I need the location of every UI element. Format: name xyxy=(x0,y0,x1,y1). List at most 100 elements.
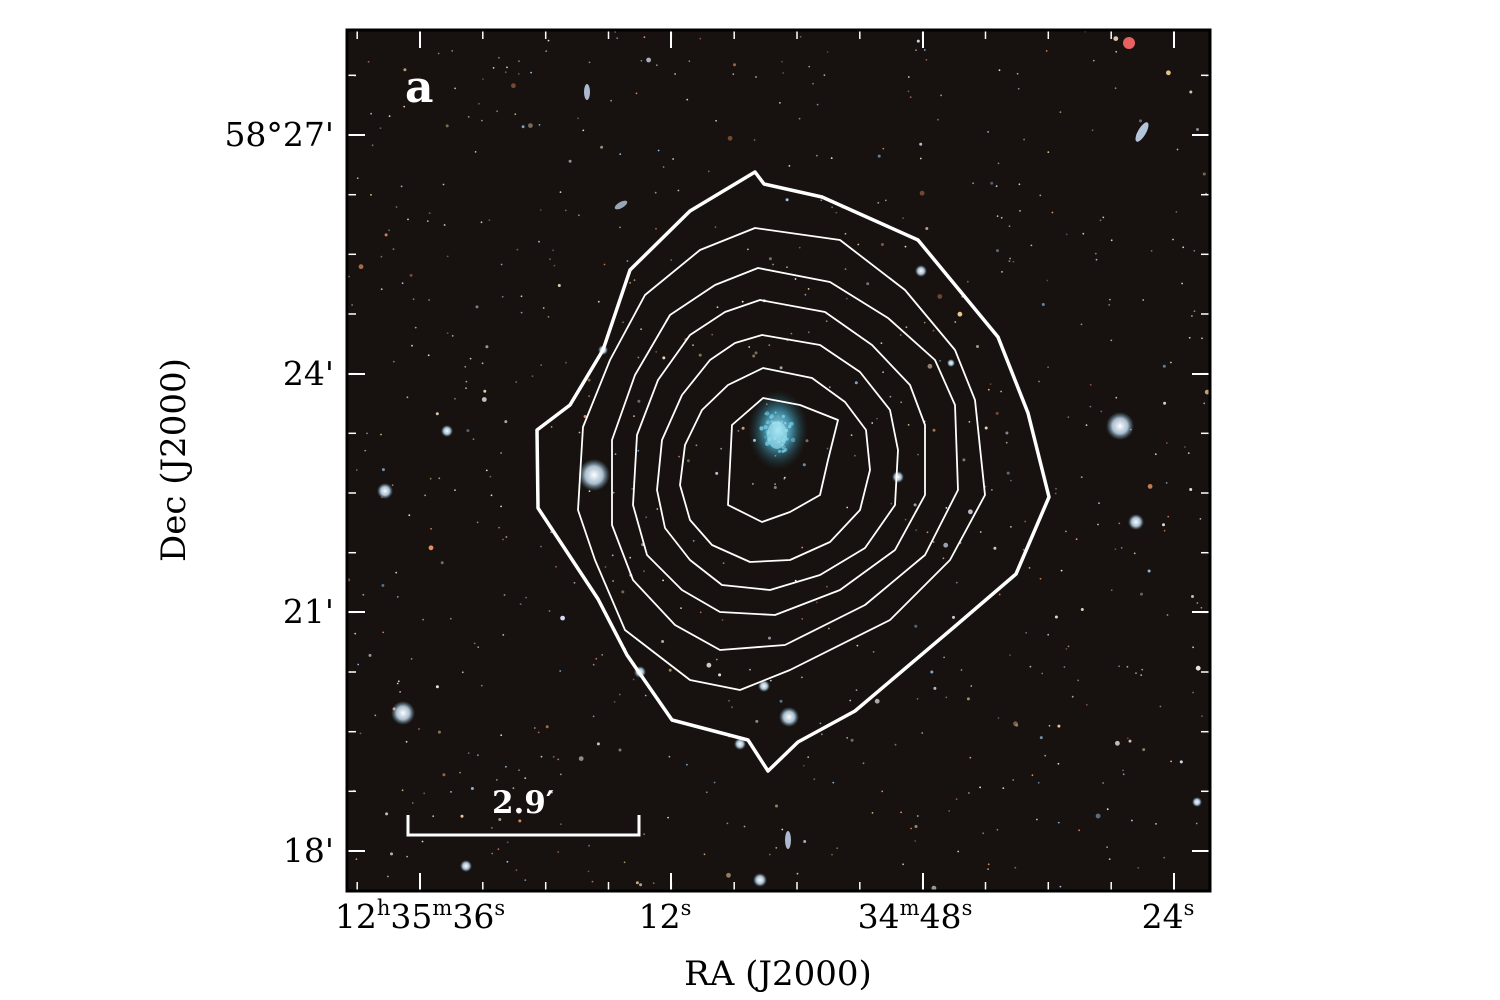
faint-star xyxy=(412,298,415,301)
faint-star xyxy=(1089,383,1092,386)
faint-star xyxy=(500,263,503,266)
y-tick-label: 24' xyxy=(283,354,334,393)
faint-star xyxy=(482,78,484,80)
faint-star xyxy=(954,321,957,323)
faint-star xyxy=(454,397,456,400)
faint-star xyxy=(396,596,399,598)
faint-star xyxy=(768,257,772,261)
faint-star xyxy=(619,226,621,229)
faint-star xyxy=(1009,654,1011,656)
faint-star xyxy=(1147,484,1153,489)
faint-star xyxy=(559,773,562,776)
faint-star xyxy=(1037,781,1040,784)
faint-star xyxy=(726,872,731,878)
faint-star xyxy=(1082,232,1085,235)
faint-star xyxy=(525,596,527,599)
faint-star xyxy=(595,657,598,660)
faint-star xyxy=(1141,668,1144,671)
faint-star xyxy=(451,50,454,52)
faint-star xyxy=(1010,526,1012,528)
faint-star xyxy=(1047,151,1050,154)
faint-star xyxy=(945,696,948,699)
faint-star xyxy=(491,827,493,829)
faint-star xyxy=(1187,452,1190,454)
faint-star xyxy=(686,459,690,463)
faint-star xyxy=(491,852,494,855)
faint-star xyxy=(1017,87,1020,90)
faint-star xyxy=(472,438,475,441)
faint-star xyxy=(557,284,561,287)
faint-star xyxy=(592,715,595,718)
sky-image: 2.9′ a xyxy=(347,30,1210,891)
x-tick-label: 34m48s xyxy=(858,896,973,936)
faint-star xyxy=(538,240,540,243)
faint-star xyxy=(451,335,454,337)
bright-star xyxy=(1128,514,1144,530)
faint-star xyxy=(831,853,833,856)
faint-star xyxy=(540,755,543,758)
faint-star xyxy=(937,294,943,299)
faint-star xyxy=(904,518,907,521)
faint-star xyxy=(927,363,933,369)
faint-star xyxy=(813,778,816,780)
faint-star xyxy=(849,699,852,702)
faint-star xyxy=(826,51,829,53)
faint-star xyxy=(445,124,449,128)
faint-star xyxy=(588,490,591,492)
faint-star xyxy=(698,353,702,357)
faint-star xyxy=(902,863,904,866)
faint-star xyxy=(945,507,948,509)
faint-star xyxy=(808,65,811,68)
faint-star xyxy=(461,671,464,674)
faint-star xyxy=(1122,773,1125,776)
faint-star xyxy=(1000,390,1002,393)
faint-star xyxy=(1006,471,1010,475)
faint-star xyxy=(410,658,413,660)
faint-star xyxy=(520,311,523,314)
faint-star xyxy=(1159,705,1162,708)
faint-star xyxy=(919,142,923,146)
faint-star xyxy=(877,154,881,158)
faint-star xyxy=(351,304,353,306)
faint-star xyxy=(618,693,621,696)
faint-star xyxy=(635,92,638,95)
faint-star xyxy=(390,852,393,856)
faint-star xyxy=(794,579,797,582)
faint-star xyxy=(442,773,446,777)
faint-star xyxy=(514,113,517,116)
faint-star xyxy=(1114,87,1117,90)
faint-star xyxy=(632,678,635,681)
faint-star xyxy=(855,689,858,691)
faint-star xyxy=(1065,530,1067,533)
faint-star xyxy=(449,617,452,620)
faint-star xyxy=(1000,216,1003,219)
faint-star xyxy=(1115,50,1118,53)
faint-star xyxy=(1113,36,1119,41)
faint-star xyxy=(828,627,830,630)
faint-star xyxy=(380,255,383,258)
faint-star xyxy=(548,610,551,612)
faint-star xyxy=(1126,665,1129,668)
faint-star xyxy=(367,60,370,63)
faint-star xyxy=(400,185,403,188)
faint-star xyxy=(820,733,823,736)
faint-star xyxy=(498,56,500,59)
y-tick-label: 58°27' xyxy=(224,115,334,154)
faint-star xyxy=(1013,721,1018,727)
faint-star xyxy=(621,590,625,594)
faint-star xyxy=(894,743,897,746)
faint-star xyxy=(987,868,989,870)
faint-star xyxy=(916,39,920,43)
faint-star xyxy=(505,765,507,768)
faint-star xyxy=(547,316,550,318)
bright-star xyxy=(391,701,415,725)
faint-star xyxy=(470,787,474,790)
faint-star xyxy=(1106,846,1108,848)
faint-star xyxy=(807,756,810,758)
faint-star xyxy=(882,147,885,150)
faint-star xyxy=(1147,569,1151,573)
faint-star xyxy=(970,685,973,687)
faint-star xyxy=(835,211,838,214)
faint-star xyxy=(655,64,658,67)
faint-star xyxy=(610,99,612,102)
